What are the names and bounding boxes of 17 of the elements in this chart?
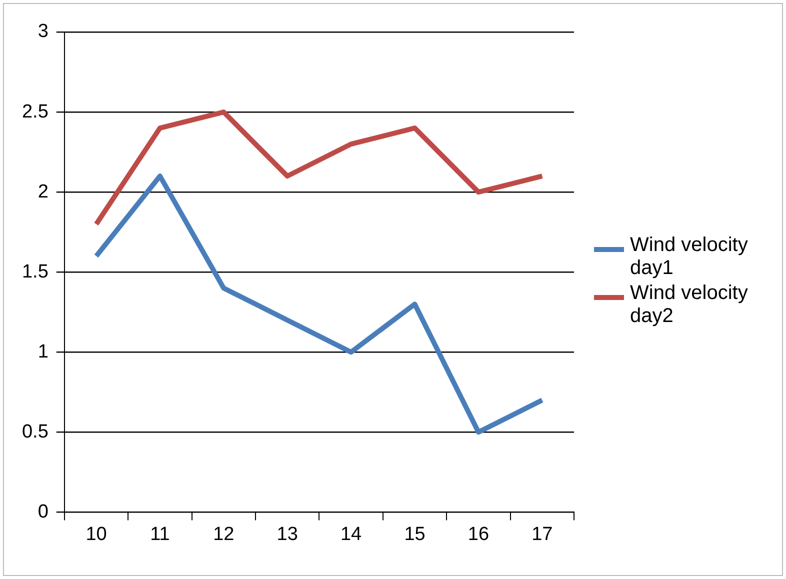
x-tick-label: 12 xyxy=(213,524,234,545)
y-tick-label: 1 xyxy=(38,341,48,362)
x-tick-label: 11 xyxy=(150,524,170,545)
x-tick-label: 15 xyxy=(404,524,426,545)
legend-label: Wind velocity day1 xyxy=(630,234,749,280)
x-tick-label: 17 xyxy=(532,524,553,545)
x-tick-label: 13 xyxy=(276,524,298,545)
y-tick-label: 3 xyxy=(38,21,48,42)
y-tick-label: 1.5 xyxy=(22,261,48,282)
y-tick-label: 0 xyxy=(38,501,48,522)
x-tick-label: 10 xyxy=(86,524,107,545)
y-tick-label: 2 xyxy=(38,181,48,202)
x-tick-label: 14 xyxy=(340,524,362,545)
x-tick-label: 16 xyxy=(468,524,490,545)
legend-label: Wind velocity day2 xyxy=(630,282,749,328)
y-tick-label: 2.5 xyxy=(22,101,48,122)
y-tick-label: 0.5 xyxy=(22,421,48,442)
